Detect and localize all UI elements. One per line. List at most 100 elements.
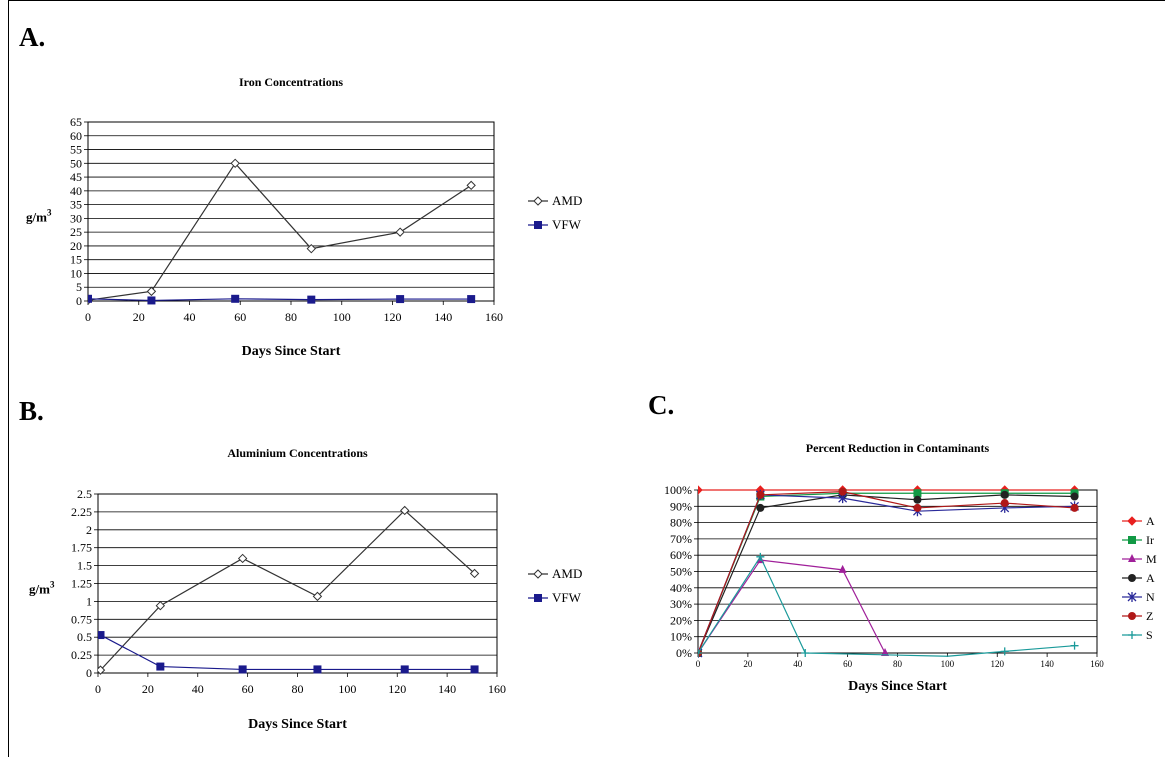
y-axis-label: g/m3 [26,208,52,225]
legend-label: N [1146,590,1155,604]
chart-title: Iron Concentrations [239,75,343,89]
data-point [838,487,847,496]
series-line-2 [88,298,472,302]
series-line-4 [698,494,1075,654]
series-line-1 [88,162,472,301]
data-point [466,180,476,191]
y-tick-label: 0.5 [77,630,92,644]
data-point [230,158,240,169]
legend-label: Z [1146,609,1153,623]
legend-label: Ir [1146,533,1154,547]
legend-marker [1128,631,1136,639]
y-tick-label: 40% [670,581,692,595]
data-point [400,665,409,674]
data-point [98,665,106,675]
series-line-5 [698,494,1075,654]
x-tick-label: 160 [488,682,506,696]
series-line-1 [100,509,475,671]
data-point [156,662,165,671]
legend-marker [1128,574,1136,582]
x-tick-label: 100 [941,659,955,669]
data-point [312,591,323,602]
legend-marker [1128,554,1136,562]
legend-label: A [1146,514,1155,528]
data-point [146,286,157,297]
x-tick-label: 100 [338,682,356,696]
data-point [1070,503,1079,512]
chart-title: Aluminium Concentrations [227,446,368,460]
x-axis-label: Days Since Start [248,717,347,732]
x-tick-label: 140 [1040,659,1054,669]
legend-marker [1128,612,1136,620]
series-line-6 [698,491,1075,654]
chart-3: Percent Reduction in Contaminants 0% 10% 20… [664,441,1157,694]
y-tick-label: 0% [676,646,692,660]
y-tick-label: 20% [670,613,692,627]
series-line-7 [698,555,1075,657]
y-tick-label: 2.25 [71,505,92,519]
data-point [1070,641,1079,650]
data-point [801,649,810,657]
legend-marker [534,594,542,602]
legend: AMD VFW [528,566,582,605]
x-tick-label: 140 [438,682,456,696]
y-tick-label: 35 [70,198,82,212]
panel-c-letter: C. [648,390,675,420]
data-point [400,505,410,516]
legend-label: A [1146,571,1155,585]
legend-label: AMD [552,193,582,208]
data-point [756,552,765,561]
x-tick-label: 40 [192,682,204,696]
y-tick-label: 1.75 [71,541,92,555]
series-group [88,158,476,305]
x-tick-label: 60 [234,310,246,324]
plot-frame [87,121,495,302]
chart-2: Aluminium Concentrations 0 0.25 0.5 0.75 1 1.2… [29,446,582,732]
y-tick-label: 50% [670,565,692,579]
y-tick-label: 1.25 [71,577,92,591]
legend-label: S [1146,628,1153,642]
data-point [1000,499,1009,508]
data-point [231,294,240,303]
x-tick-label: 80 [285,310,297,324]
x-tick-label: 160 [1090,659,1104,669]
data-point [88,294,92,303]
x-tick-label: 60 [242,682,254,696]
legend-marker [1128,536,1136,544]
y-tick-label: 20 [70,239,82,253]
y-tick-label: 1 [86,594,92,608]
y-tick-label: 0.25 [71,648,92,662]
x-tick-label: 20 [142,682,154,696]
y-tick-label: 45 [70,170,82,184]
data-point [238,665,247,674]
legend-label: VFW [552,590,582,605]
panel-a-letter: A. [19,22,46,52]
x-tick-label: 0 [696,659,701,669]
y-tick-label: 55 [70,143,82,157]
x-tick-label: 120 [388,682,406,696]
legend-label: AMD [552,566,582,581]
y-tick-label: 2 [86,523,92,537]
data-point [395,227,405,237]
y-tick-label: 10% [670,630,692,644]
y-tick-label: 65 [70,115,82,129]
series-line-2 [698,492,1075,654]
data-point [913,503,922,512]
y-tick-label: 5 [76,280,82,294]
x-tick-label: 120 [384,310,402,324]
series-line-3 [698,559,886,654]
series-group [98,505,480,675]
y-axis-label: g/m3 [29,580,55,597]
y-tick-label: 10 [70,266,82,280]
data-point [470,665,479,674]
series-group [698,485,1080,658]
legend-label: M [1146,552,1157,566]
y-tick-label: 0 [86,666,92,680]
x-axis-label: Days Since Start [242,344,341,359]
y-tick-label: 60% [670,548,692,562]
y-tick-label: 15 [70,253,82,267]
data-point [881,648,890,656]
data-point [756,490,765,499]
